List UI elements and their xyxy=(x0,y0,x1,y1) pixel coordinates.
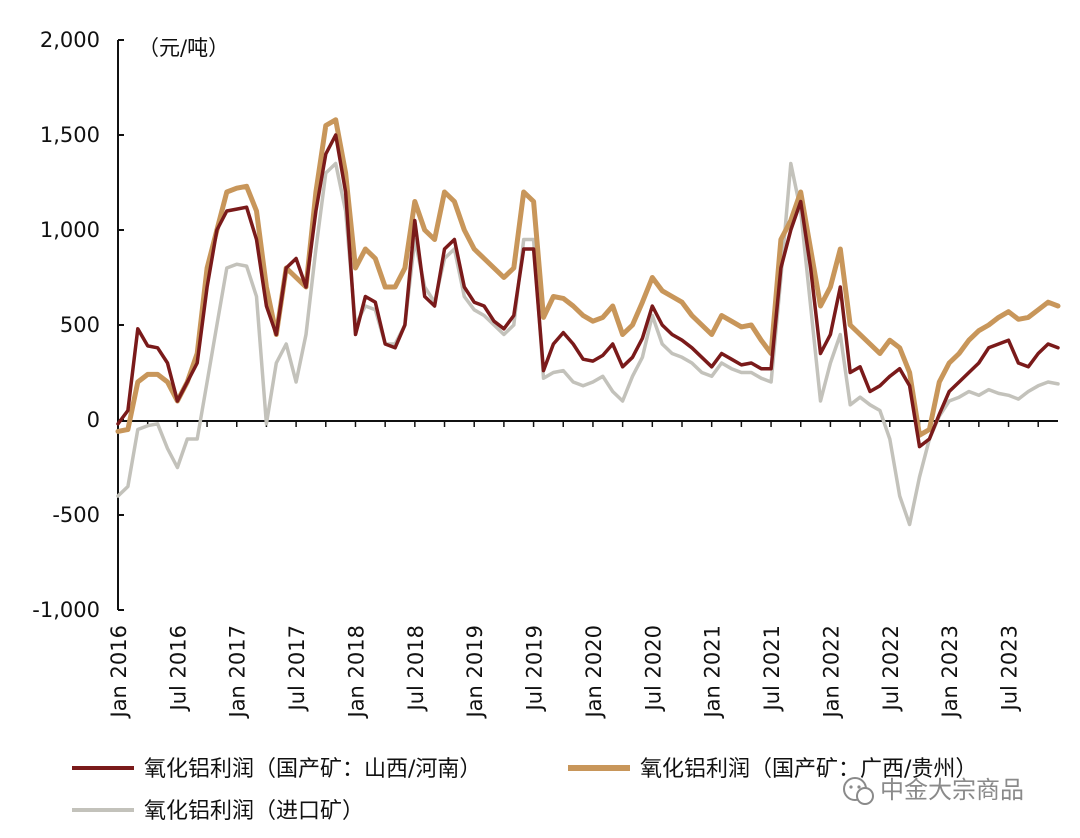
x-tick-label: Jan 2018 xyxy=(344,625,368,720)
x-tick-label: Jan 2019 xyxy=(463,625,487,720)
series-line-1 xyxy=(116,133,1060,449)
x-tick-label: Jan 2021 xyxy=(701,625,725,720)
x-tick-label: Jul 2016 xyxy=(166,625,190,712)
y-axis: 2,000 1,500 1,000 500 0 -500 -1,000 xyxy=(32,28,124,622)
x-tick-label: Jul 2017 xyxy=(285,625,309,712)
x-tick-label: Jan 2016 xyxy=(107,625,131,720)
x-tick-label: Jul 2021 xyxy=(760,625,784,712)
legend-label: 氧化铝利润（进口矿） xyxy=(144,799,364,824)
x-tick-label: Jul 2018 xyxy=(404,625,428,712)
y-tick-label: -500 xyxy=(52,503,100,527)
wechat-icon xyxy=(843,777,874,805)
legend: 氧化铝利润（国产矿：山西/河南） 氧化铝利润（国产矿：广西/贵州） 氧化铝利润（进口… xyxy=(72,757,977,824)
series-line-3 xyxy=(116,161,1060,527)
watermark-text: 中金大宗商品 xyxy=(880,776,1024,804)
y-unit-label: （元/吨） xyxy=(138,36,229,60)
x-axis: Jan 2016 Jul 2016 Jan 2017 Jul 2017 Jan 2018… xyxy=(107,420,1058,720)
y-tick-label: 1,000 xyxy=(40,218,100,242)
x-tick-label: Jan 2017 xyxy=(226,625,250,720)
y-tick-label: 1,500 xyxy=(40,123,100,147)
series-line-2 xyxy=(115,117,1061,438)
x-tick-label: Jul 2019 xyxy=(523,625,547,712)
x-tick-label: Jan 2020 xyxy=(582,625,606,720)
y-tick-label: -1,000 xyxy=(32,598,100,622)
legend-label: 氧化铝利润（国产矿：山西/河南） xyxy=(144,757,481,782)
x-tick-label: Jul 2023 xyxy=(998,625,1022,712)
legend-label: 氧化铝利润（国产矿：广西/贵州） xyxy=(640,757,977,782)
y-tick-label: 2,000 xyxy=(40,28,100,52)
x-tick-label: Jul 2022 xyxy=(879,625,903,712)
series-group xyxy=(115,117,1061,527)
y-tick-label: 500 xyxy=(60,313,100,337)
watermark: 中金大宗商品 xyxy=(843,776,1024,805)
x-tick-label: Jul 2020 xyxy=(641,625,665,712)
x-tick-label: Jan 2022 xyxy=(819,625,843,720)
x-tick-label: Jan 2023 xyxy=(938,625,962,720)
y-tick-label: 0 xyxy=(87,408,100,432)
